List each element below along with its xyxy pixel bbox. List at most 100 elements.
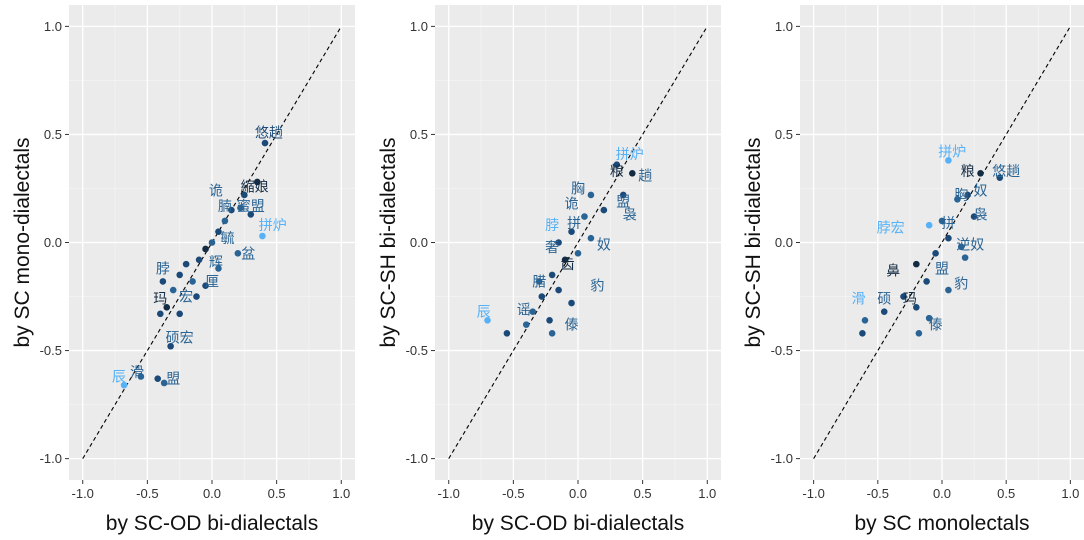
- point-label: 傣: [929, 318, 943, 334]
- point-label: 厘: [205, 274, 219, 290]
- data-point: [587, 234, 595, 242]
- point-label: 辰: [477, 305, 491, 321]
- x-tick-label: -1.0: [72, 486, 94, 501]
- data-point: [954, 195, 961, 203]
- data-point: [923, 278, 930, 285]
- point-label: 诡: [209, 184, 223, 200]
- point-label: 粮: [961, 164, 975, 180]
- data-point: [555, 286, 562, 294]
- data-point: [619, 191, 627, 199]
- point-label: 奴: [597, 237, 611, 254]
- data-point: [189, 278, 196, 285]
- data-point: [628, 170, 636, 177]
- data-point: [202, 245, 209, 253]
- y-tick-label: -0.5: [771, 343, 793, 358]
- point-label: 玛: [903, 292, 917, 308]
- point-label: 齿: [561, 257, 575, 273]
- data-point: [555, 239, 562, 246]
- x-tick-label: -0.5: [867, 486, 889, 501]
- point-label: 豹: [590, 279, 604, 295]
- data-point: [945, 286, 952, 294]
- x-tick-label: 1.0: [698, 486, 716, 501]
- point-label: 脖宏: [877, 220, 905, 236]
- data-point: [215, 265, 222, 272]
- data-point: [913, 304, 920, 311]
- data-point: [247, 211, 255, 218]
- x-tick-label: 0.5: [634, 486, 652, 501]
- point-label: 盟: [166, 372, 180, 388]
- point-label: 硕宏: [166, 331, 194, 347]
- data-point: [253, 178, 261, 186]
- x-tick-label: 0.0: [569, 486, 587, 501]
- point-label: 胸: [954, 188, 968, 204]
- x-tick-label: 0.5: [268, 486, 286, 501]
- data-point: [561, 256, 569, 264]
- x-tick-label: 0.0: [203, 486, 221, 501]
- x-tick-label: 0.5: [997, 486, 1015, 501]
- data-point: [215, 228, 222, 235]
- data-point: [208, 239, 216, 246]
- data-point: [880, 308, 888, 315]
- data-point: [970, 213, 978, 220]
- point-label: 滑: [130, 364, 144, 381]
- data-point: [538, 293, 546, 300]
- data-point: [945, 157, 952, 164]
- point-label: 腩: [218, 199, 232, 215]
- data-point: [167, 342, 174, 350]
- panel-3: -1.0 -1.0 -0.5 -0.5 0.0 0.0 0.5 0.5 1.0 1.0 拼炉粮 悠趟胸…: [742, 5, 1084, 535]
- point-label: 辉: [209, 255, 223, 271]
- point-label: 蜜盟: [237, 199, 265, 215]
- data-point: [156, 310, 164, 318]
- point-label: 谣: [517, 302, 531, 318]
- y-tick-label: 0.5: [410, 127, 428, 142]
- data-point: [925, 221, 933, 229]
- data-point: [925, 314, 933, 322]
- data-point: [529, 308, 537, 315]
- point-label: 硕: [877, 292, 891, 308]
- point-label: 袅: [623, 206, 637, 223]
- y-tick-label: 0.0: [44, 235, 62, 250]
- panel-2: -1.0 -1.0 -0.5 -0.5 0.0 0.0 0.5 0.5 1.0 1.0 拼炉粮 趟胸诡…: [377, 5, 721, 535]
- point-label: 脖: [156, 261, 170, 277]
- data-point: [581, 213, 588, 220]
- data-point: [900, 293, 907, 300]
- point-label: 辰: [112, 369, 126, 385]
- data-point: [977, 170, 984, 177]
- x-axis-title: by SC-OD bi-dialectals: [472, 512, 684, 535]
- data-point: [169, 286, 177, 294]
- data-point: [574, 250, 582, 257]
- point-label: 鼻: [886, 263, 900, 280]
- point-label: 毓: [221, 231, 235, 247]
- point-label: 诡: [565, 197, 579, 213]
- point-label: 拼: [567, 216, 581, 232]
- point-label: 縮娘: [241, 179, 269, 195]
- x-tick-label: 1.0: [332, 486, 350, 501]
- data-point: [957, 243, 965, 251]
- data-point: [154, 375, 162, 382]
- y-tick-label: -1.0: [771, 451, 793, 466]
- data-point: [503, 329, 511, 337]
- data-point: [137, 373, 145, 380]
- x-tick-label: -1.0: [438, 486, 460, 501]
- point-label: 趟: [638, 169, 652, 185]
- y-tick-label: -1.0: [406, 451, 428, 466]
- data-point: [261, 139, 269, 147]
- point-label: 拼炉: [938, 145, 966, 161]
- data-point: [915, 329, 923, 337]
- y-axis-title: by SC-SH bi-dialectals: [742, 137, 765, 347]
- data-point: [548, 329, 556, 337]
- x-axis-title: by SC monolectals: [854, 512, 1029, 535]
- data-point: [228, 206, 235, 214]
- point-label: 宏: [179, 290, 193, 306]
- point-label: 粮: [610, 164, 624, 180]
- data-point: [568, 228, 575, 235]
- data-point: [160, 379, 168, 387]
- data-point: [945, 234, 952, 242]
- point-label: 拼炉: [616, 147, 644, 163]
- y-axis-title: by SC mono-dialectals: [11, 137, 34, 347]
- point-label: 玛: [153, 292, 167, 308]
- data-point: [202, 282, 209, 290]
- y-tick-label: -0.5: [40, 343, 62, 358]
